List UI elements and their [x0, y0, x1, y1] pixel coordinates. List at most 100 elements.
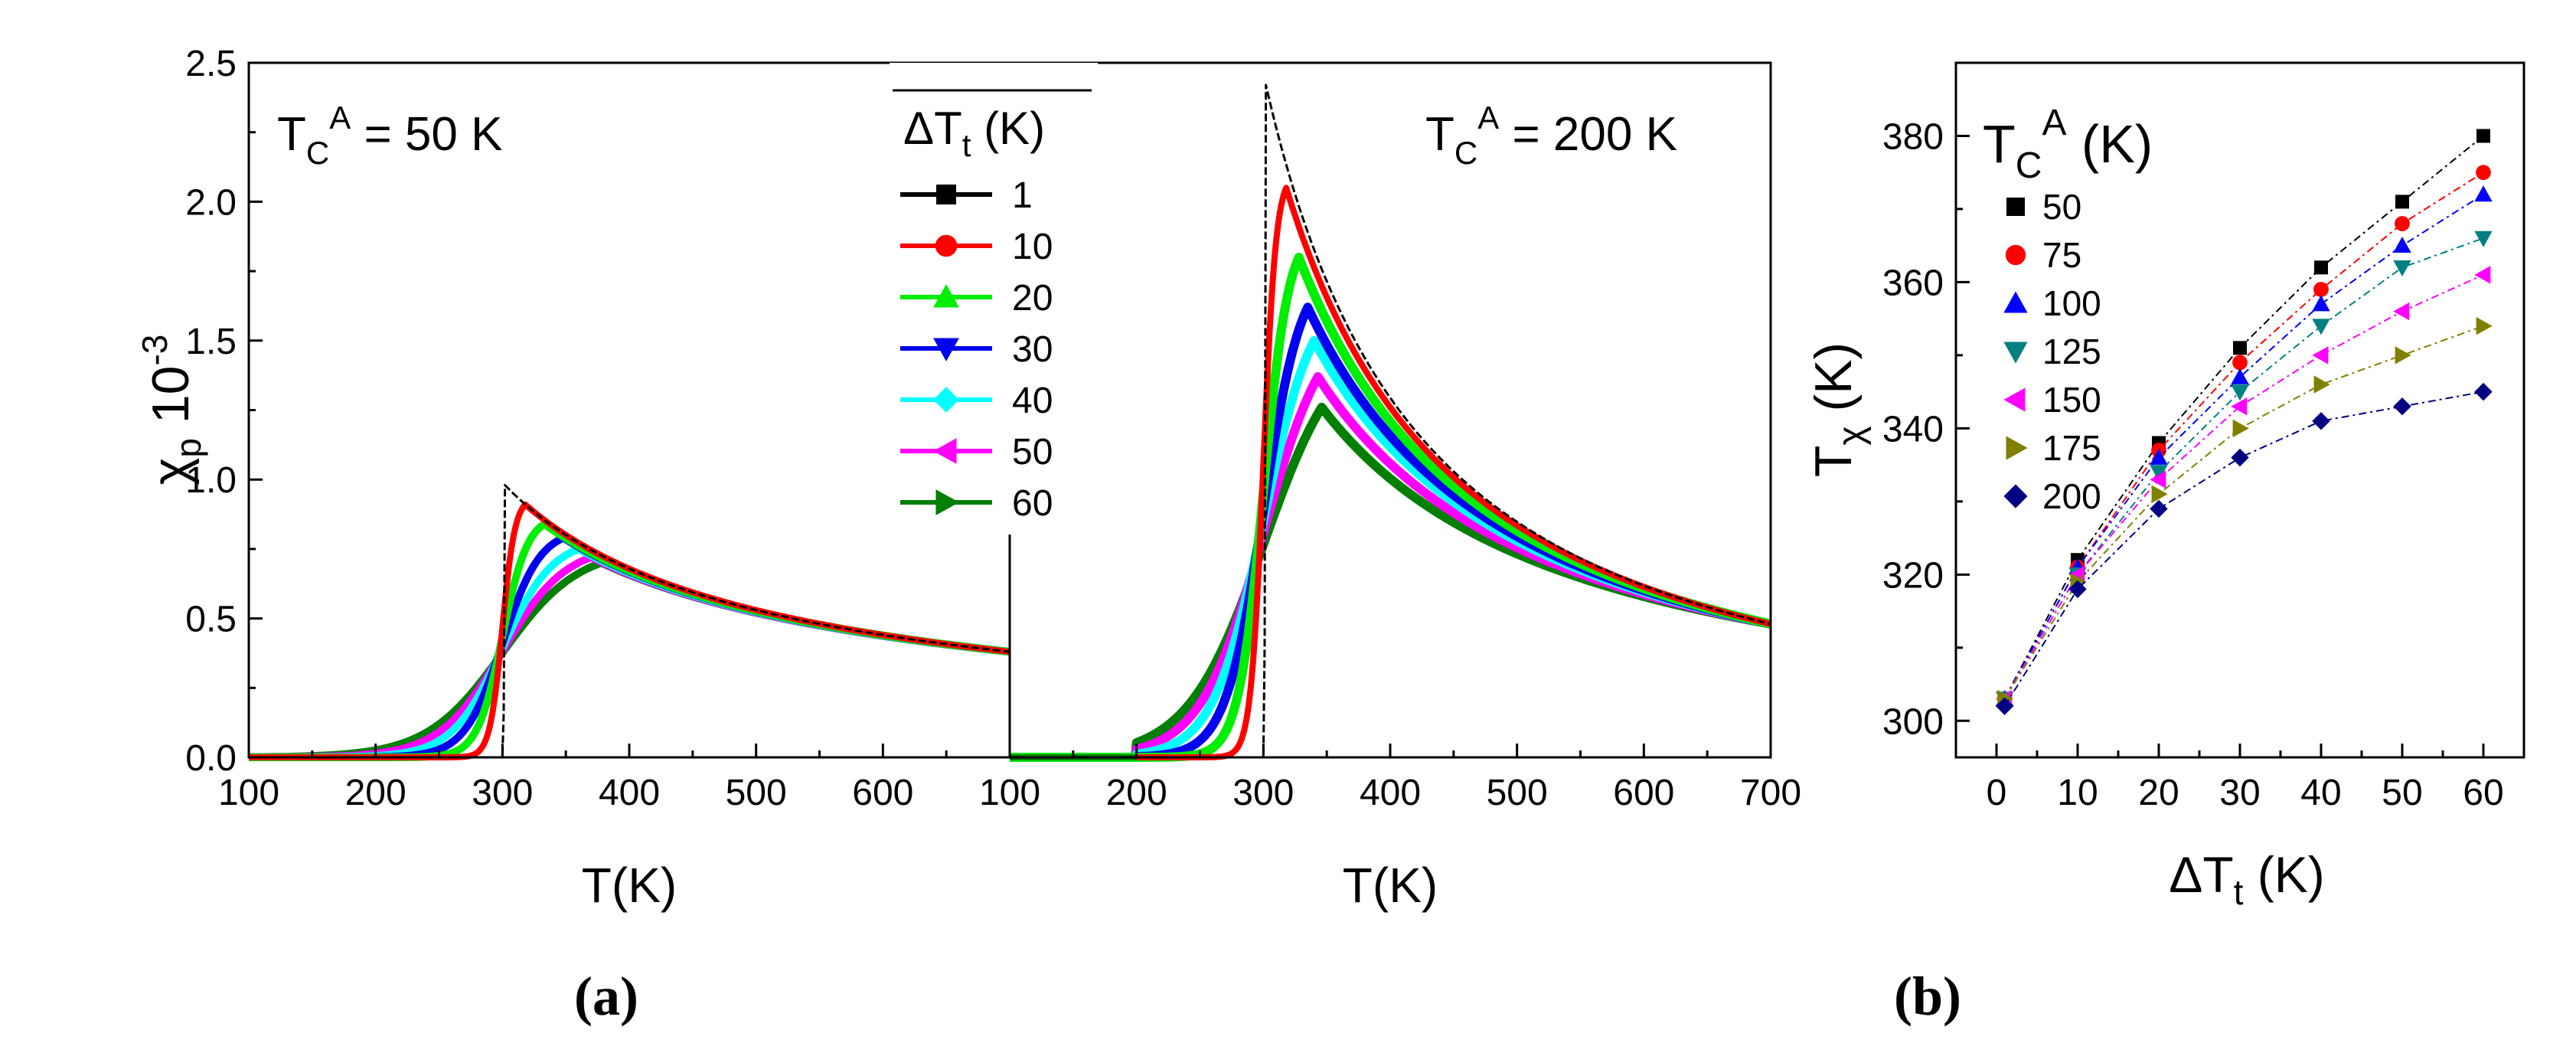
data-point-tc-100	[2150, 448, 2168, 465]
data-point-tc-125	[2231, 384, 2249, 401]
x-tick-label: 40	[2300, 773, 2341, 813]
x-tick-label: 0	[1987, 773, 2007, 813]
panel-b-series	[1995, 129, 2493, 715]
data-point-tc-200	[2150, 499, 2168, 518]
legend-a-label: 10	[1012, 227, 1053, 267]
legend-a-label: 40	[1012, 381, 1053, 421]
data-point-tc-75	[2476, 165, 2491, 181]
x-tick-label: 500	[1487, 773, 1548, 813]
legend-b-label: 100	[2042, 283, 2101, 323]
legend-a-marker-60	[935, 489, 959, 515]
data-point-tc-150	[2150, 470, 2166, 489]
x-tick-label: 10	[2057, 773, 2098, 813]
data-point-tc-200	[2231, 448, 2249, 467]
legend-a-marker-30	[933, 338, 959, 361]
x-tick-label: 400	[599, 773, 660, 813]
data-point-tc-125	[2312, 319, 2330, 335]
data-point-tc-150	[2312, 346, 2329, 365]
data-point-tc-50	[2314, 260, 2328, 275]
y-tick-label: 0.0	[185, 738, 237, 779]
y-tick-label: 0.5	[185, 600, 237, 640]
panel-a-right-annotation: TCA = 200 K	[1425, 100, 1677, 171]
data-point-tc-175	[2232, 419, 2249, 438]
data-point-tc-200	[2068, 580, 2087, 599]
legend-a-marker-40	[933, 387, 959, 413]
data-point-tc-100	[2312, 295, 2330, 312]
x-tick-label: 100	[218, 773, 279, 813]
y-tick-label: 320	[1882, 555, 1944, 596]
data-point-tc-50	[2395, 195, 2409, 209]
legend-b-label: 75	[2042, 235, 2081, 275]
legend-b-label: 150	[2042, 380, 2101, 420]
y-tick-label: 2.0	[185, 182, 237, 223]
legend-b-label: 200	[2042, 476, 2101, 516]
x-tick-label: 600	[1613, 773, 1674, 813]
y-tick-label: 380	[1882, 116, 1944, 157]
panel-a-right-x-axis-label: T(K)	[1343, 858, 1438, 913]
x-tick-label: 500	[726, 773, 787, 813]
data-point-tc-175	[2313, 375, 2330, 394]
x-tick-label: 200	[345, 773, 406, 813]
legend-b-marker-100	[2003, 291, 2028, 313]
panel-b-legend-entries: 50 75 100 125 150 175 200	[2003, 187, 2101, 516]
legend-a-label: 50	[1012, 432, 1053, 472]
legend-b-marker-50	[2006, 198, 2025, 216]
y-tick-label: 300	[1882, 701, 1944, 742]
data-point-tc-75	[2395, 216, 2410, 231]
legend-a-marker-10	[935, 234, 958, 257]
data-point-tc-125	[2150, 465, 2168, 482]
y-tick-label: 2.5	[185, 44, 237, 84]
y-tick-label: 340	[1882, 409, 1944, 450]
panel-b-legend-title: TCA (K)	[1983, 103, 2153, 186]
legend-a-marker-50	[933, 438, 957, 464]
panel-a-left-axes: 100 200 300 400 500 600 0.0 0.5 1.0 1.5 2.0 2.5	[185, 44, 1011, 813]
x-tick-label: 700	[1740, 773, 1801, 813]
panel-a-left-y-axis-label: χp 10-3	[135, 335, 208, 485]
data-point-tc-50	[2476, 129, 2490, 143]
legend-a-label: 60	[1012, 483, 1053, 524]
y-tick-label: 360	[1882, 263, 1944, 303]
panel-b-x-axis-label: ΔTt (K)	[2169, 846, 2325, 912]
data-point-tc-100	[2393, 236, 2411, 253]
data-point-tc-175	[2395, 346, 2411, 365]
x-tick-label: 50	[2382, 773, 2422, 813]
x-tick-label: 200	[1106, 773, 1167, 813]
y-tick-label: 1.5	[185, 322, 237, 362]
caption-a: (a)	[574, 966, 638, 1027]
legend-b-label: 175	[2042, 428, 2101, 468]
panel-b-chart: 0 10 20 30 40 50 60 300 320 340 360 380 TCA (K) 50 7…	[1804, 61, 2525, 912]
legend-a-label: 30	[1012, 329, 1053, 370]
x-tick-label: 30	[2219, 773, 2260, 813]
data-point-tc-200	[2312, 412, 2330, 430]
data-point-tc-150	[2474, 266, 2491, 284]
x-tick-label: 300	[1232, 773, 1294, 813]
legend-b-marker-125	[2003, 342, 2028, 364]
data-point-tc-125	[2474, 230, 2493, 247]
data-point-tc-175	[2151, 485, 2168, 503]
legend-b-marker-150	[2003, 387, 2026, 412]
panel-b-axes: 0 10 20 30 40 50 60 300 320 340 360 380	[1882, 61, 2525, 813]
caption-b: (b)	[1894, 966, 1961, 1027]
panel-b-y-axis-label: Tχ (K)	[1804, 342, 1872, 477]
legend-b-label: 125	[2042, 332, 2101, 371]
x-tick-label: 300	[472, 773, 533, 813]
data-point-tc-125	[2393, 260, 2411, 277]
legend-a-marker-1	[936, 185, 956, 204]
x-tick-label: 20	[2138, 773, 2179, 813]
panel-a-right-axes: 100 200 300 400 500 600 700	[979, 744, 1801, 813]
data-point-tc-200	[2474, 382, 2493, 401]
data-point-tc-75	[2232, 355, 2248, 371]
data-point-tc-175	[2476, 317, 2493, 335]
x-tick-label: 600	[852, 773, 913, 813]
data-point-tc-75	[2313, 282, 2329, 297]
data-point-tc-200	[2393, 397, 2411, 416]
legend-b-marker-75	[2005, 244, 2026, 266]
legend-a-marker-20	[933, 284, 959, 308]
panel-a-right-chart: 100 200 300 400 500 600 700 TCA = 200 K T(K)	[979, 61, 1801, 913]
data-point-tc-100	[2231, 368, 2249, 384]
data-point-tc-150	[2393, 302, 2410, 321]
panel-a-legend-entries: 1 10 20 30 40 50 60	[900, 175, 1053, 524]
data-point-tc-50	[2233, 341, 2247, 355]
